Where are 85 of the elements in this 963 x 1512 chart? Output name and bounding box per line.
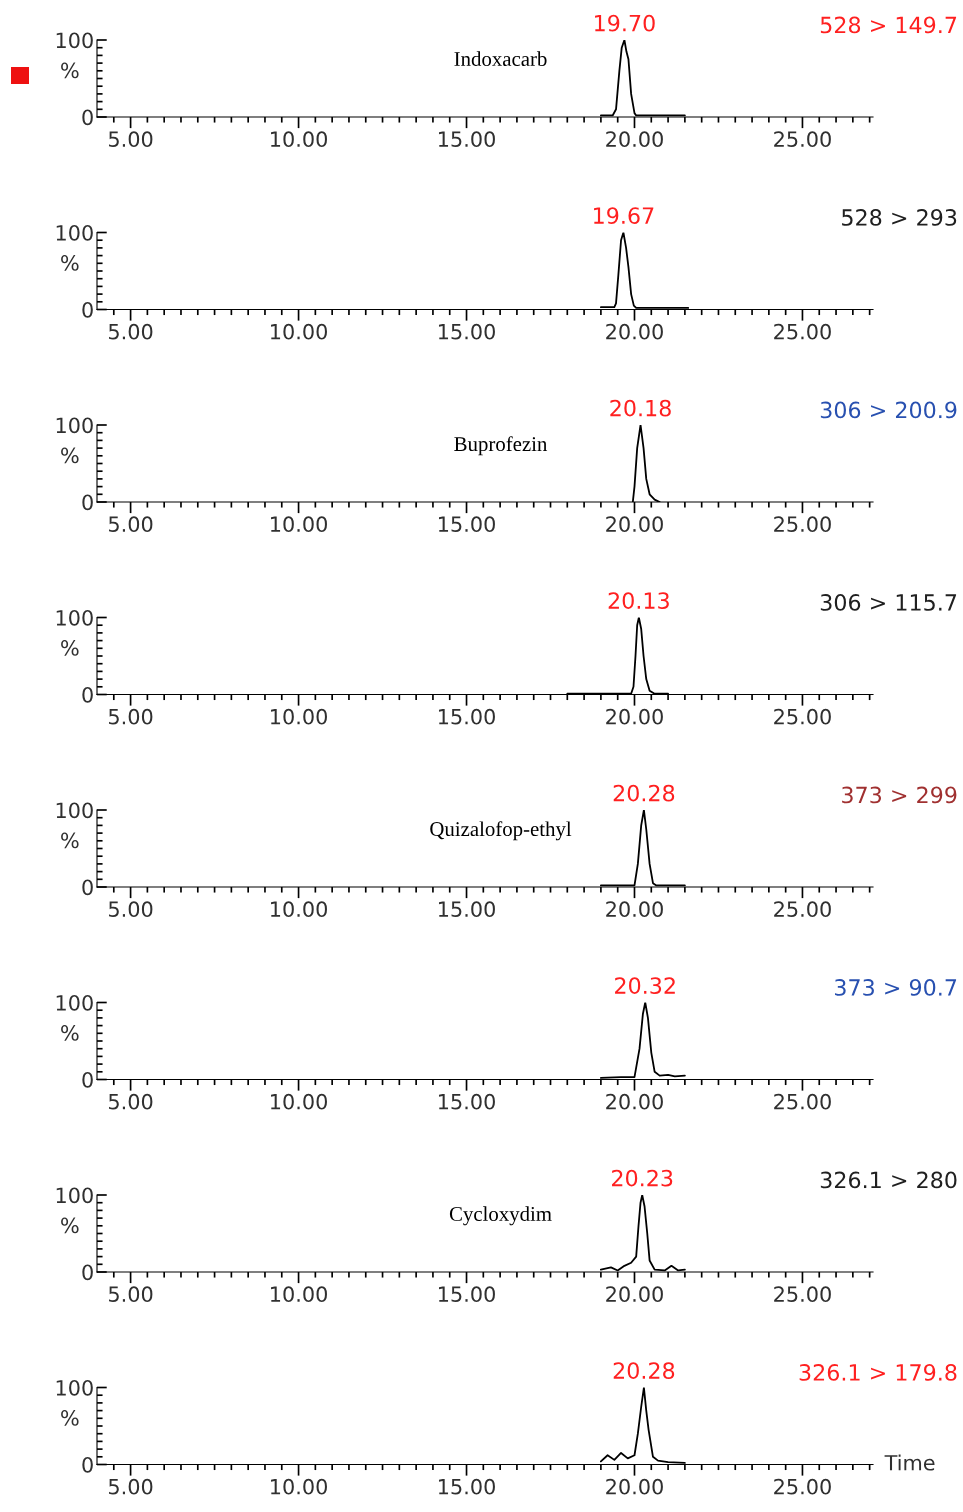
chart-title: 306 > 115.7 bbox=[820, 594, 957, 611]
chart-title: 326.1 > 280 bbox=[820, 1171, 957, 1189]
x-tick-label: 20.00 bbox=[606, 1093, 663, 1110]
x-tick-label: 25.00 bbox=[774, 131, 831, 148]
x-tick-label: 25.00 bbox=[774, 516, 831, 533]
x-tick-label: 5.00 bbox=[109, 1286, 153, 1303]
x-tick-label: 20.00 bbox=[606, 516, 663, 533]
x-tick-label: 15.00 bbox=[438, 131, 495, 148]
annotation: 20.28 bbox=[613, 1362, 675, 1380]
annotation: 20.32 bbox=[615, 977, 675, 995]
x-tick-label: 10.00 bbox=[271, 323, 327, 340]
y-tick-label: 100 bbox=[56, 802, 93, 819]
y-axis-title: % bbox=[61, 447, 79, 464]
y-tick-label: 0 bbox=[82, 1456, 93, 1473]
annotation: Indoxacarb bbox=[454, 51, 547, 66]
annotation: 20.13 bbox=[608, 592, 669, 610]
x-tick-label: 20.00 bbox=[606, 323, 663, 340]
annotation: 20.23 bbox=[612, 1169, 673, 1187]
y-axis-title: % bbox=[61, 62, 79, 79]
y-tick-label: 100 bbox=[56, 1187, 93, 1204]
y-tick-label: 0 bbox=[82, 1071, 93, 1088]
x-tick-label: 10.00 bbox=[271, 1286, 327, 1303]
x-tick-label: 5.00 bbox=[109, 708, 153, 725]
y-axis-title: % bbox=[61, 832, 79, 849]
annotation: 19.70 bbox=[595, 14, 655, 32]
chart-title: 373 > 299 bbox=[842, 786, 957, 804]
x-tick-label: 15.00 bbox=[438, 901, 495, 918]
x-tick-label: 20.00 bbox=[606, 1286, 663, 1303]
y-axis-title: % bbox=[61, 1025, 79, 1041]
y-tick-label: 100 bbox=[56, 224, 93, 241]
annotation: 19.67 bbox=[594, 207, 654, 225]
chart-title: 373 > 90.7 bbox=[835, 979, 957, 996]
chart-title: 326.1 > 179.8 bbox=[799, 1364, 957, 1381]
x-tick-label: 5.00 bbox=[109, 1478, 153, 1495]
x-tick-label: 10.00 bbox=[271, 708, 327, 725]
x-tick-label: 5.00 bbox=[109, 131, 153, 148]
chart-title: 528 > 149.7 bbox=[820, 16, 957, 34]
x-tick-label: 20.00 bbox=[606, 901, 663, 918]
y-tick-label: 100 bbox=[56, 609, 93, 626]
x-tick-label: 5.00 bbox=[109, 516, 153, 533]
x-tick-label: 25.00 bbox=[774, 1478, 831, 1495]
x-tick-label: 15.00 bbox=[438, 1478, 495, 1495]
annotation: Buprofezin bbox=[454, 436, 548, 456]
y-axis-title: % bbox=[61, 640, 79, 656]
annotation: 20.18 bbox=[610, 399, 671, 417]
x-tick-label: 10.00 bbox=[271, 516, 327, 533]
x-tick-label: 20.00 bbox=[606, 131, 663, 148]
chart-title: 528 > 293 bbox=[842, 209, 957, 226]
x-tick-label: 15.00 bbox=[438, 1093, 495, 1110]
y-tick-label: 100 bbox=[56, 994, 93, 1011]
y-tick-label: 0 bbox=[82, 494, 93, 511]
y-tick-label: 0 bbox=[82, 1264, 93, 1281]
x-tick-label: 10.00 bbox=[271, 901, 327, 918]
x-tick-label: 5.00 bbox=[109, 323, 153, 340]
x-tick-label: 20.00 bbox=[606, 1478, 663, 1495]
y-tick-label: 0 bbox=[82, 301, 93, 318]
x-tick-label: 15.00 bbox=[438, 516, 495, 533]
x-tick-label: 25.00 bbox=[774, 1093, 831, 1110]
x-axis-title: Time bbox=[884, 1454, 935, 1471]
x-tick-label: 10.00 bbox=[271, 1093, 327, 1110]
x-tick-label: 5.00 bbox=[109, 901, 153, 918]
y-axis-title: % bbox=[61, 1410, 79, 1426]
x-tick-label: 25.00 bbox=[774, 901, 831, 918]
y-axis-title: % bbox=[61, 255, 79, 271]
y-tick-label: 100 bbox=[56, 1379, 93, 1396]
annotation: Cycloxydim bbox=[449, 1206, 552, 1226]
x-tick-label: 15.00 bbox=[438, 323, 495, 340]
annotation: 20.28 bbox=[613, 784, 675, 802]
x-tick-label: 10.00 bbox=[271, 1478, 327, 1495]
y-tick-label: 0 bbox=[82, 686, 93, 703]
chart-title: 306 > 200.9 bbox=[820, 401, 957, 419]
y-tick-label: 100 bbox=[56, 417, 93, 434]
y-tick-label: 0 bbox=[82, 879, 93, 896]
y-tick-label: 0 bbox=[82, 109, 93, 126]
annotation: Quizalofop-ethyl bbox=[430, 821, 572, 841]
x-tick-label: 15.00 bbox=[438, 708, 495, 725]
x-tick-label: 25.00 bbox=[774, 323, 831, 340]
x-tick-label: 5.00 bbox=[109, 1093, 153, 1110]
x-tick-label: 25.00 bbox=[774, 1286, 831, 1303]
x-tick-label: 10.00 bbox=[271, 131, 327, 148]
y-tick-label: 100 bbox=[56, 32, 93, 49]
x-tick-label: 20.00 bbox=[606, 708, 663, 725]
x-tick-label: 25.00 bbox=[774, 708, 831, 725]
x-tick-label: 15.00 bbox=[438, 1286, 495, 1303]
y-axis-title: % bbox=[61, 1217, 79, 1234]
